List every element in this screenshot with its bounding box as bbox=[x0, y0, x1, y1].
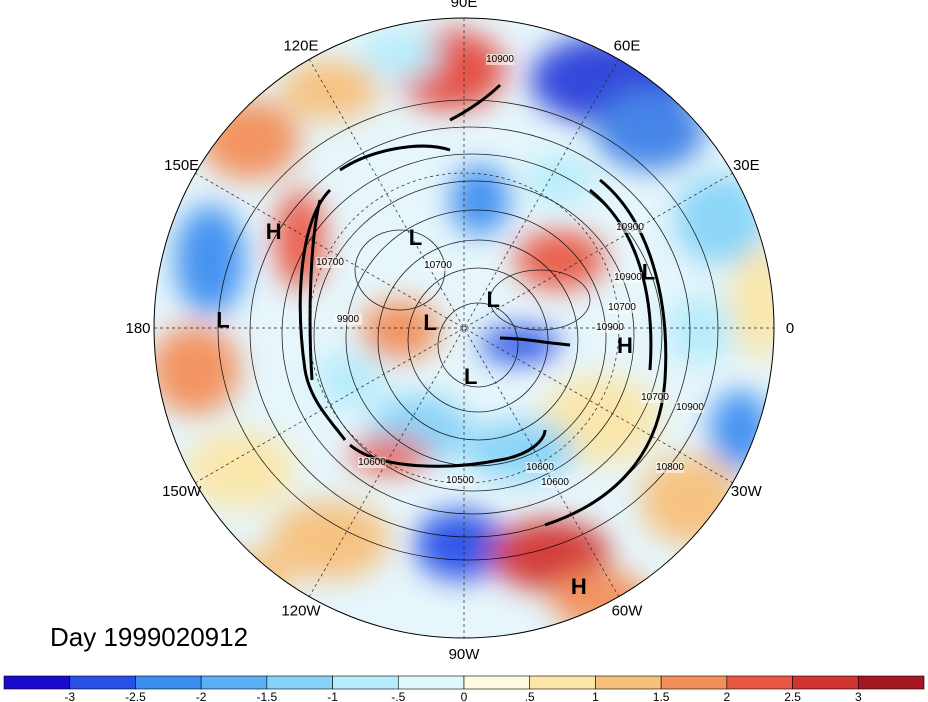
contour-label: 10700 bbox=[424, 260, 452, 271]
low-pressure-label: L bbox=[487, 287, 500, 312]
colorbar-swatch bbox=[3, 675, 71, 690]
colorbar-tick-label: .5 bbox=[525, 690, 535, 702]
colorbar-swatch bbox=[792, 675, 859, 690]
anomaly-field bbox=[154, 18, 774, 638]
colorbar-tick-label: 1.5 bbox=[653, 690, 670, 702]
contour-label: 10900 bbox=[596, 322, 624, 333]
contour-label: 10600 bbox=[541, 477, 569, 488]
pressure-centers: H L L H H L L L L bbox=[216, 219, 655, 599]
colorbar-swatch bbox=[529, 675, 596, 690]
contour-labels: 10900 10900 10900 10900 10900 10700 10700 10700… bbox=[316, 54, 704, 488]
longitude-label: 120W bbox=[281, 602, 321, 619]
colorbar-swatch bbox=[726, 675, 793, 690]
colorbar-tick-label: 3 bbox=[855, 690, 862, 702]
longitude-label: 60W bbox=[612, 602, 644, 619]
low-pressure-label: L bbox=[216, 308, 229, 333]
colorbar-tick-label: -1 bbox=[327, 690, 338, 702]
colorbar-tick-label: 2.5 bbox=[784, 690, 801, 702]
colorbar-swatch bbox=[397, 675, 465, 690]
high-pressure-label: H bbox=[571, 574, 587, 599]
contour-label: 10500 bbox=[446, 475, 474, 486]
low-pressure-label: L bbox=[423, 310, 436, 335]
low-pressure-label: L bbox=[464, 364, 477, 389]
colorbar-swatch bbox=[200, 675, 268, 690]
longitude-label: 0 bbox=[786, 320, 794, 337]
longitude-label: 150E bbox=[164, 157, 199, 174]
longitude-labels: 90E 60E 30E 0 30W 60W 90W 120W 150W 180 150E 120E bbox=[125, 0, 794, 663]
colorbar-tick-label: -.5 bbox=[391, 690, 405, 702]
contour-label: 10900 bbox=[486, 54, 514, 65]
contour-label: 10700 bbox=[641, 392, 669, 403]
contour-label: 10600 bbox=[526, 462, 554, 473]
colorbar-swatch bbox=[69, 675, 136, 690]
contour-label: 10600 bbox=[358, 457, 386, 468]
contour-label: 10900 bbox=[676, 402, 704, 413]
longitude-label: 120E bbox=[283, 38, 318, 55]
high-pressure-label: H bbox=[266, 219, 282, 244]
longitude-label: 60E bbox=[614, 38, 641, 55]
longitude-label: 90W bbox=[449, 646, 481, 663]
colorbar-swatch bbox=[332, 675, 399, 690]
contour-label: 10800 bbox=[656, 462, 684, 473]
colorbar-tick-label: -1.5 bbox=[257, 690, 278, 702]
colorbar-tick-label: 2 bbox=[724, 690, 731, 702]
contour-label: 10900 bbox=[614, 272, 642, 283]
colorbar-tick-label: -3 bbox=[64, 690, 75, 702]
colorbar-swatch bbox=[595, 675, 662, 690]
colorbar-swatch bbox=[135, 675, 202, 690]
low-pressure-label: L bbox=[642, 260, 655, 285]
colorbar-swatch bbox=[857, 675, 925, 690]
longitude-label: 30W bbox=[731, 483, 763, 500]
longitude-label: 180 bbox=[125, 320, 150, 337]
contour-label: 10700 bbox=[608, 302, 636, 313]
contour-label: 10700 bbox=[316, 257, 344, 268]
contour-label: 10900 bbox=[616, 222, 644, 233]
low-pressure-label: L bbox=[409, 225, 422, 250]
contour-label: 9900 bbox=[337, 314, 360, 325]
map-border bbox=[153, 17, 775, 639]
colorbar-tick-label: 1 bbox=[592, 690, 599, 702]
longitude-label: 30E bbox=[733, 157, 760, 174]
colorbar-swatch bbox=[266, 675, 333, 690]
longitude-label: 90E bbox=[451, 0, 478, 11]
longitude-label: 150W bbox=[162, 483, 202, 500]
colorbar-tick-label: -2.5 bbox=[125, 690, 146, 702]
colorbar-swatch bbox=[463, 675, 531, 690]
day-title: Day 1999020912 bbox=[50, 622, 248, 652]
colorbar-tick-label: -2 bbox=[196, 690, 207, 702]
colorbar-tick-label: 0 bbox=[461, 690, 468, 702]
contour-lines bbox=[217, 83, 719, 561]
colorbar-swatch bbox=[660, 675, 728, 690]
colorbar: -3 -2.5 -2 -1.5 -1 -.5 0 .5 1 1.5 2 2.5 3 bbox=[3, 675, 925, 702]
high-pressure-label: H bbox=[617, 333, 633, 358]
